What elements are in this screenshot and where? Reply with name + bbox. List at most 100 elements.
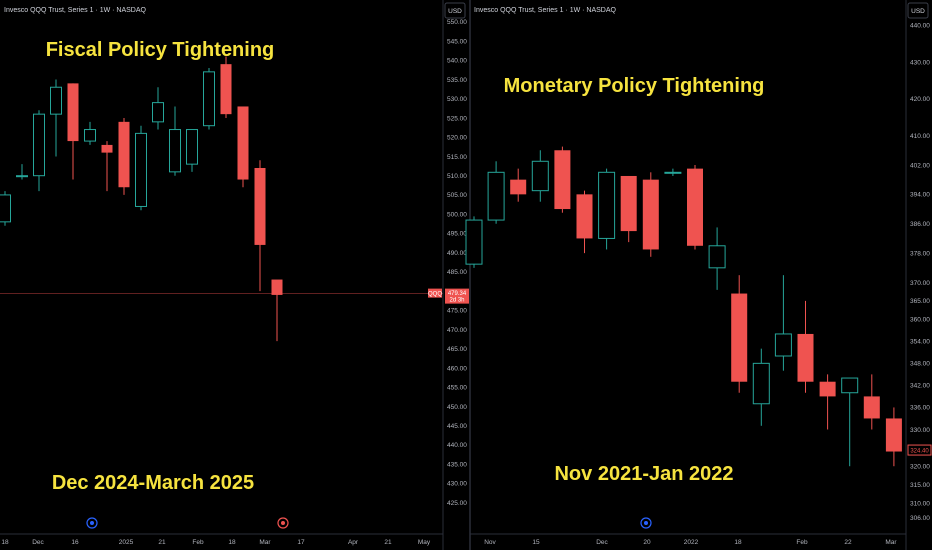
x-tick-label: 18	[1, 539, 9, 546]
candle-body	[819, 381, 836, 397]
candle[interactable]	[752, 348, 770, 426]
candle[interactable]	[101, 141, 113, 192]
candle[interactable]	[531, 150, 549, 202]
candle[interactable]	[510, 168, 527, 202]
candle-body	[774, 333, 792, 357]
currency-button[interactable]	[907, 2, 929, 19]
candle[interactable]	[169, 106, 181, 176]
candle-body	[863, 396, 880, 419]
marker-ring	[277, 517, 289, 529]
candle[interactable]	[186, 129, 198, 172]
y-tick-label: 455.00	[447, 385, 467, 392]
y-tick-label: 370.00	[910, 280, 930, 287]
y-tick-label: 450.00	[447, 404, 467, 411]
candle-body	[885, 418, 902, 452]
y-tick-label: 440.00	[910, 23, 930, 30]
candle-body	[620, 175, 637, 232]
candle[interactable]	[797, 300, 814, 393]
candle-body	[135, 132, 147, 207]
y-tick-label: 460.00	[447, 365, 467, 372]
y-tick-label: 435.00	[447, 461, 467, 468]
x-tick-label: May	[418, 539, 431, 546]
candle[interactable]	[254, 160, 266, 292]
candle[interactable]	[33, 110, 45, 192]
candle-body	[731, 293, 748, 382]
candle-body	[237, 106, 249, 180]
x-tick-label: Mar	[885, 539, 897, 546]
earnings-marker-icon[interactable]	[277, 517, 289, 529]
candle[interactable]	[841, 377, 859, 467]
candle[interactable]	[687, 164, 703, 250]
candle[interactable]	[664, 168, 682, 176]
candle[interactable]	[16, 164, 28, 180]
candle[interactable]	[50, 79, 62, 157]
marker-ring	[640, 517, 652, 529]
chart-panel-left: Invesco QQQ Trust, Series 1 · 1W · NASDA…	[0, 0, 469, 550]
y-tick-label: 394.00	[910, 192, 930, 199]
candle-body	[576, 194, 593, 239]
candle-body	[664, 171, 682, 174]
marker-dot	[281, 521, 285, 525]
candle[interactable]	[152, 87, 164, 130]
candle[interactable]	[465, 216, 483, 268]
candle[interactable]	[203, 68, 215, 130]
x-tick-label: 2025	[119, 539, 134, 546]
y-tick-label: 515.00	[447, 154, 467, 161]
y-tick-label: 490.00	[447, 250, 467, 257]
currency-button[interactable]	[444, 2, 466, 19]
candle-body	[708, 245, 726, 269]
candle[interactable]	[84, 121, 96, 145]
candle[interactable]	[620, 175, 637, 243]
candle[interactable]	[885, 407, 902, 467]
marker-dot	[644, 521, 648, 525]
candle-body	[752, 362, 770, 405]
candle[interactable]	[708, 227, 726, 290]
candle[interactable]	[731, 275, 748, 393]
candle-body	[841, 377, 859, 394]
candle[interactable]	[220, 56, 232, 118]
candle-body	[169, 129, 181, 173]
candle[interactable]	[576, 190, 593, 254]
currency-label: USD	[911, 8, 925, 15]
y-tick-label: 500.00	[447, 211, 467, 218]
x-tick-label: 22	[844, 539, 852, 546]
y-tick-label: 386.00	[910, 221, 930, 228]
candle[interactable]	[554, 146, 571, 213]
candle-body	[50, 86, 62, 115]
candle-body	[33, 113, 45, 177]
candle-body	[84, 129, 96, 142]
candle[interactable]	[118, 118, 130, 195]
price-tag-bg	[445, 288, 469, 304]
x-tick-label: 18	[734, 539, 742, 546]
y-tick-label: 336.00	[910, 405, 930, 412]
candle[interactable]	[271, 279, 283, 342]
y-tick-label: 485.00	[447, 269, 467, 276]
x-tick-label: Feb	[192, 539, 204, 546]
x-tick-label: Dec	[596, 539, 608, 546]
candle[interactable]	[0, 191, 11, 226]
candle-body	[554, 150, 571, 210]
last-price-tag: 324.40	[910, 448, 929, 454]
candle[interactable]	[863, 374, 880, 430]
candle[interactable]	[598, 168, 616, 250]
candle[interactable]	[135, 125, 147, 211]
candle-body	[67, 83, 79, 142]
annotation-period: Nov 2021-Jan 2022	[554, 463, 733, 485]
y-tick-label: 410.00	[910, 133, 930, 140]
x-tick-label: 17	[297, 539, 305, 546]
candle[interactable]	[237, 106, 249, 188]
candle[interactable]	[774, 275, 792, 371]
candle[interactable]	[487, 161, 505, 224]
chart-header: Invesco QQQ Trust, Series 1 · 1W · NASDA…	[4, 7, 147, 14]
y-tick-label: 330.00	[910, 427, 930, 434]
x-tick-label: 16	[71, 539, 79, 546]
y-tick-label: 402.00	[910, 162, 930, 169]
candle[interactable]	[819, 374, 836, 430]
dividend-marker-icon[interactable]	[86, 517, 98, 529]
candle-body	[271, 279, 283, 295]
dividend-marker-icon[interactable]	[640, 517, 652, 529]
y-tick-label: 320.00	[910, 464, 930, 471]
candle[interactable]	[642, 172, 659, 257]
candle[interactable]	[67, 83, 79, 180]
chart-panel-right: Invesco QQQ Trust, Series 1 · 1W · NASDA…	[465, 0, 932, 550]
